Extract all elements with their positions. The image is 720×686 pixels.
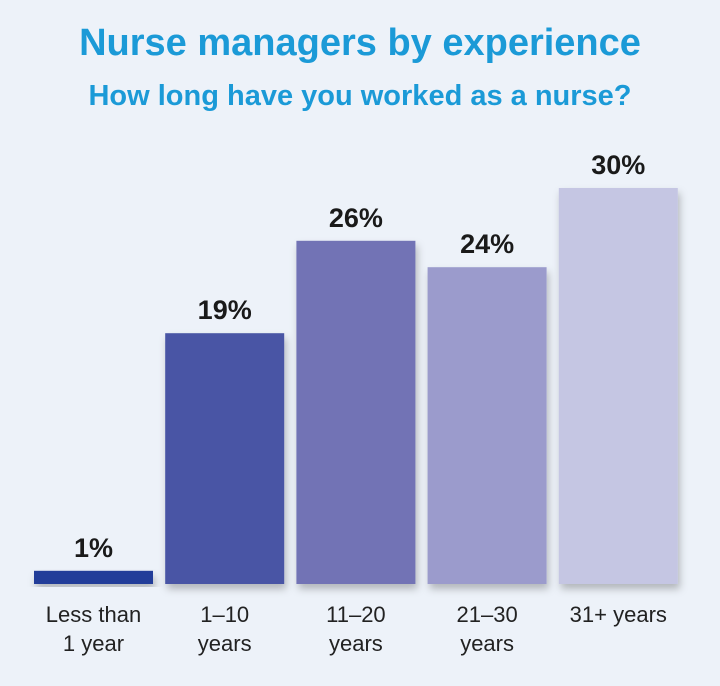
bar (165, 333, 285, 584)
category-label: 1–10 (200, 602, 249, 627)
category-label: years (329, 631, 383, 656)
category-label: 31+ years (570, 602, 667, 627)
data-label: 30% (591, 150, 645, 180)
category-label: 11–20 (326, 602, 386, 627)
category-label: years (198, 631, 252, 656)
bar (427, 267, 547, 584)
data-label: 26% (329, 203, 383, 233)
bar (296, 240, 416, 585)
bar (34, 570, 153, 584)
data-label: 24% (460, 229, 514, 259)
category-label: 21–30 (457, 602, 518, 627)
chart-subtitle: How long have you worked as a nurse? (88, 80, 632, 112)
bar (558, 188, 678, 584)
data-label: 1% (74, 533, 113, 563)
data-label: 19% (198, 295, 252, 325)
category-label: Less than (46, 602, 141, 627)
category-label: 1 year (63, 631, 124, 656)
chart-title: Nurse managers by experience (79, 22, 641, 64)
category-label: years (460, 631, 514, 656)
